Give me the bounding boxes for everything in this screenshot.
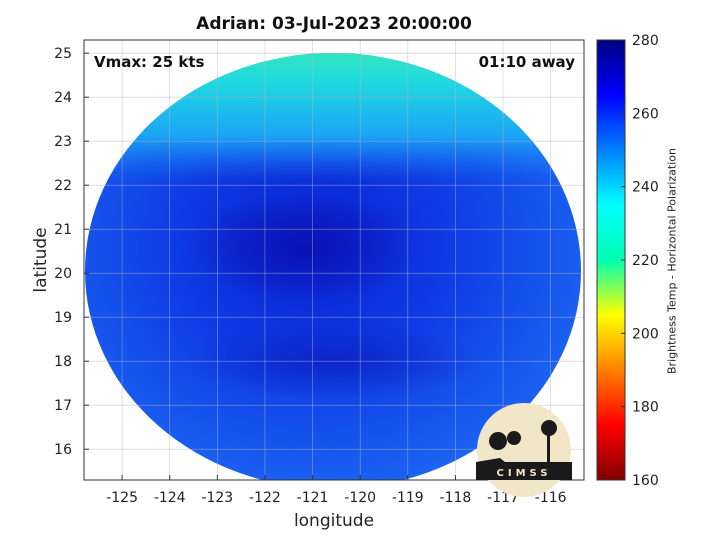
x-tick-label: -121: [297, 490, 329, 506]
colorbar-tick-label: 280: [632, 33, 659, 49]
y-tick-label: 25: [54, 46, 72, 62]
x-tick-label: -120: [344, 490, 376, 506]
y-tick-label: 18: [54, 354, 72, 370]
y-tick-label: 23: [54, 134, 72, 150]
colorbar: [596, 39, 626, 481]
colorbar-tick-label: 200: [632, 326, 659, 342]
y-tick-label: 24: [54, 90, 72, 106]
y-tick-label: 20: [54, 266, 72, 282]
colorbar-tick-label: 220: [632, 253, 659, 269]
colorbar-tick-label: 260: [632, 106, 659, 122]
cold-core-region: [183, 191, 424, 302]
colorbar-label: Brightness Temp - Horizontal Polarizatio…: [665, 148, 679, 374]
y-axis: 16 17 18 19 20 21 22 23 24 25: [54, 46, 89, 458]
colorbar-tick-label: 180: [632, 400, 659, 416]
cimss-logo: CIMSS: [476, 403, 572, 497]
x-axis: -125 -124 -123 -122 -121 -120 -119 -118 -117 -116: [106, 475, 567, 506]
x-tick-label: -116: [535, 490, 567, 506]
y-tick-label: 17: [54, 398, 72, 414]
x-tick-label: -122: [249, 490, 281, 506]
x-tick-label: -125: [106, 490, 138, 506]
y-axis-label: latitude: [31, 227, 51, 293]
colorbar-ticks: 160 180 200 220 240 260 280: [621, 33, 659, 489]
vmax-annotation: Vmax: 25 kts: [94, 53, 205, 71]
x-axis-label: longitude: [293, 511, 375, 531]
x-tick-label: -118: [440, 490, 472, 506]
logo-text: CIMSS: [497, 468, 552, 479]
y-tick-label: 21: [54, 222, 72, 238]
x-tick-label: -123: [201, 490, 233, 506]
swath-image: [85, 53, 581, 480]
plot-frame: [83, 39, 585, 481]
chart-title: Adrian: 03-Jul-2023 20:00:00: [196, 14, 472, 34]
x-tick-label: -124: [154, 490, 186, 506]
grid: [84, 40, 584, 480]
y-tick-label: 16: [54, 442, 72, 458]
time-away-annotation: 01:10 away: [478, 53, 575, 71]
colorbar-tick-label: 160: [632, 473, 659, 489]
y-tick-label: 19: [54, 310, 72, 326]
y-tick-label: 22: [54, 178, 72, 194]
x-tick-label: -119: [392, 490, 424, 506]
colorbar-tick-label: 240: [632, 180, 659, 196]
